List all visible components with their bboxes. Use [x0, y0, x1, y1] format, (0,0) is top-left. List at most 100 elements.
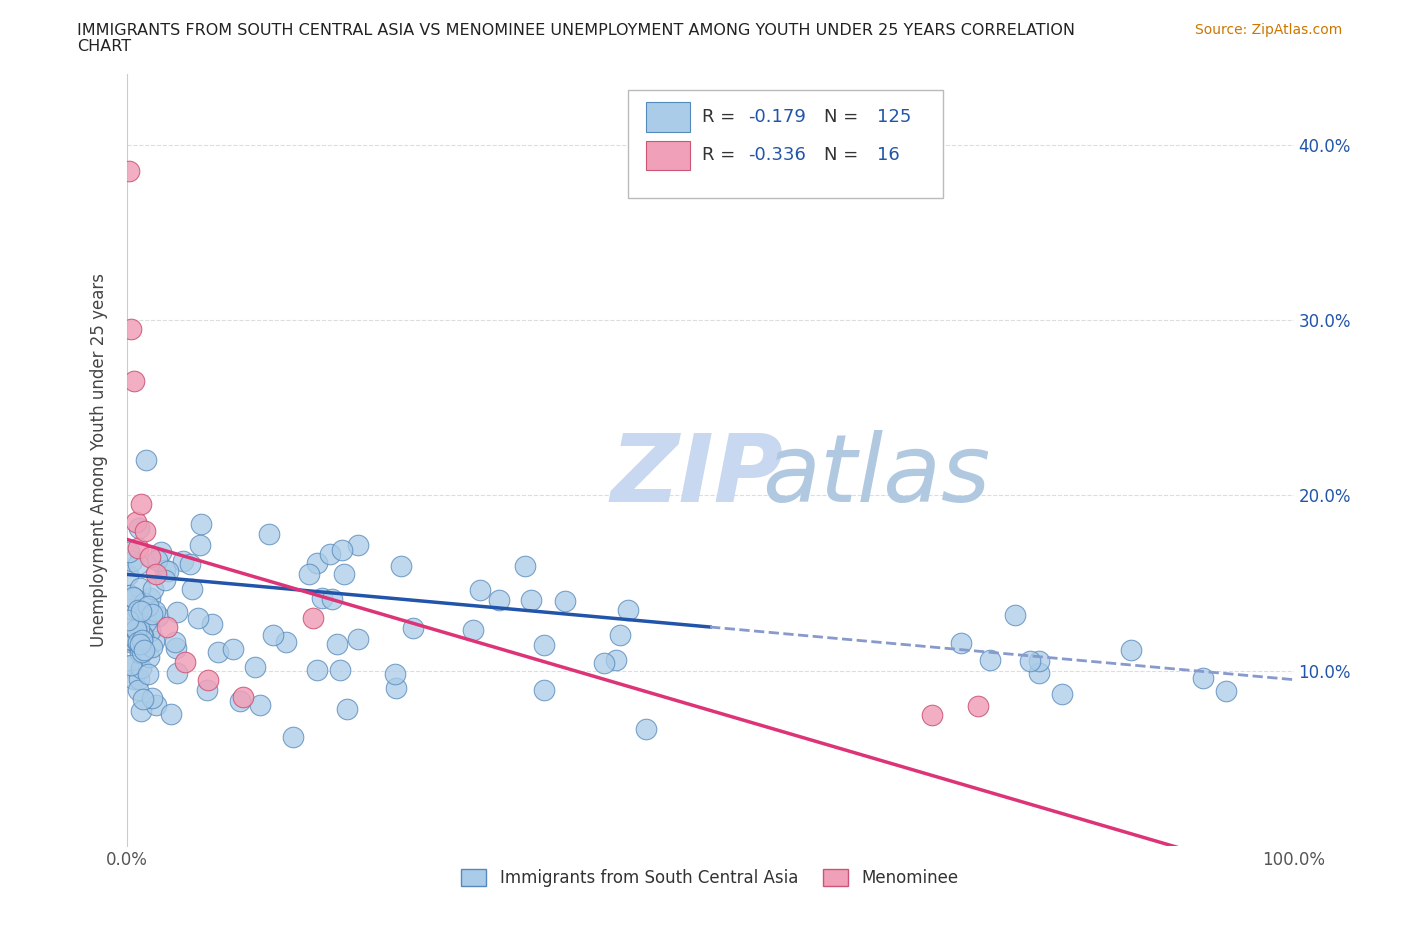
Point	[232, 690, 254, 705]
Text: R =: R =	[702, 146, 741, 165]
Point	[141, 640, 163, 655]
Text: 125: 125	[877, 108, 911, 126]
Point	[1028, 666, 1050, 681]
Point	[1050, 686, 1073, 701]
Point	[281, 729, 304, 744]
Point	[141, 690, 163, 705]
Point	[921, 708, 943, 723]
Point	[131, 628, 153, 643]
Point	[326, 636, 349, 651]
Point	[262, 628, 284, 643]
Point	[605, 653, 627, 668]
Point	[389, 558, 412, 573]
Point	[1215, 684, 1237, 698]
Point	[609, 628, 631, 643]
Point	[128, 671, 150, 686]
Point	[136, 666, 159, 681]
Point	[330, 542, 353, 557]
Point	[120, 658, 142, 672]
Point	[336, 701, 359, 716]
Point	[385, 681, 408, 696]
Point	[461, 623, 484, 638]
Text: R =: R =	[702, 108, 741, 126]
Point	[117, 632, 139, 647]
Point	[166, 605, 188, 620]
Point	[1121, 643, 1143, 658]
Point	[121, 632, 143, 647]
Point	[125, 628, 148, 643]
Point	[129, 636, 152, 651]
Text: atlas: atlas	[762, 431, 991, 522]
Point	[122, 636, 145, 651]
Point	[129, 703, 152, 718]
Point	[554, 593, 576, 608]
Text: Source: ZipAtlas.com: Source: ZipAtlas.com	[1195, 23, 1343, 37]
Point	[153, 563, 176, 578]
Point	[143, 604, 166, 618]
Point	[128, 521, 150, 536]
Point	[131, 644, 153, 659]
Point	[125, 622, 148, 637]
Point	[132, 642, 155, 657]
Point	[120, 322, 142, 337]
Point	[145, 698, 167, 712]
Point	[132, 598, 155, 613]
Point	[134, 523, 156, 538]
Point	[141, 606, 163, 621]
Point	[201, 617, 224, 631]
Point	[128, 620, 150, 635]
Text: -0.179: -0.179	[748, 108, 807, 126]
Point	[243, 659, 266, 674]
Point	[120, 602, 142, 617]
Point	[122, 374, 145, 389]
Point	[156, 619, 179, 634]
Point	[121, 553, 143, 568]
Point	[329, 663, 352, 678]
Point	[307, 663, 329, 678]
Point	[129, 645, 152, 660]
Text: N =: N =	[824, 108, 865, 126]
Point	[1191, 671, 1213, 686]
Point	[117, 658, 139, 673]
FancyBboxPatch shape	[628, 90, 943, 198]
Point	[125, 514, 148, 529]
Point	[1028, 654, 1050, 669]
Text: -0.336: -0.336	[748, 146, 807, 165]
Point	[129, 604, 152, 618]
Point	[125, 636, 148, 651]
Point	[533, 683, 555, 698]
Point	[117, 615, 139, 630]
Point	[165, 640, 187, 655]
Text: ZIP: ZIP	[610, 430, 783, 522]
Point	[298, 566, 321, 581]
Point	[1019, 654, 1042, 669]
Point	[257, 526, 280, 541]
FancyBboxPatch shape	[645, 102, 690, 131]
Point	[488, 592, 510, 607]
Point	[124, 591, 146, 605]
Point	[321, 592, 343, 607]
Point	[127, 540, 149, 555]
Point	[1004, 608, 1026, 623]
Text: N =: N =	[824, 146, 865, 165]
Point	[307, 555, 329, 570]
Text: IMMIGRANTS FROM SOUTH CENTRAL ASIA VS MENOMINEE UNEMPLOYMENT AMONG YOUTH UNDER 2: IMMIGRANTS FROM SOUTH CENTRAL ASIA VS ME…	[77, 23, 1076, 38]
Point	[979, 653, 1001, 668]
Point	[125, 632, 148, 647]
Point	[229, 694, 252, 709]
Point	[311, 591, 333, 605]
Y-axis label: Unemployment Among Youth under 25 years: Unemployment Among Youth under 25 years	[90, 273, 108, 647]
Point	[129, 660, 152, 675]
Point	[127, 603, 149, 618]
Point	[117, 613, 139, 628]
Point	[222, 642, 245, 657]
Point	[188, 538, 211, 552]
Point	[347, 538, 370, 552]
Point	[127, 557, 149, 572]
Point	[132, 692, 155, 707]
Point	[533, 638, 555, 653]
Point	[402, 620, 425, 635]
Point	[145, 567, 167, 582]
Point	[127, 683, 149, 698]
Legend: Immigrants from South Central Asia, Menominee: Immigrants from South Central Asia, Meno…	[457, 864, 963, 892]
